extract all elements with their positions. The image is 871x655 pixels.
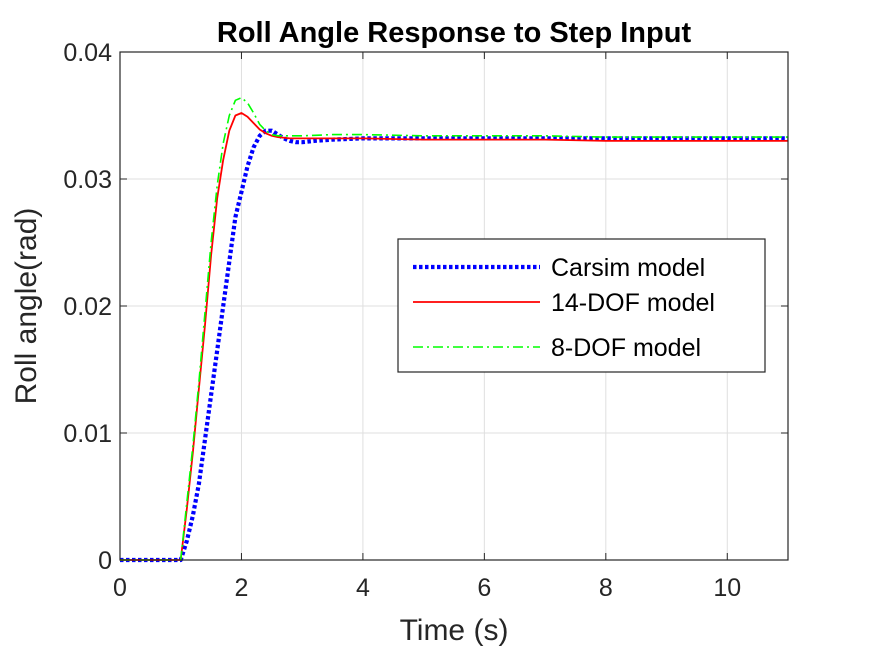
x-tick-label: 2 <box>235 574 249 602</box>
legend-label-1: Carsim model <box>551 254 705 282</box>
chart-title: Roll Angle Response to Step Input <box>217 17 692 49</box>
axis-ticks: 0 2 4 6 8 10 0 0.01 0.02 0.03 0.04 <box>63 39 788 602</box>
series-line-2 <box>120 112 788 561</box>
legend: Carsim model 14-DOF model 8-DOF model <box>397 238 766 373</box>
x-tick-label: 8 <box>599 574 613 602</box>
series-line-3 <box>120 96 788 561</box>
x-tick-label: 4 <box>356 574 370 602</box>
legend-label-2: 14-DOF model <box>551 289 715 317</box>
y-tick-label: 0.02 <box>63 293 112 321</box>
x-tick-label: 10 <box>713 574 741 602</box>
series-line-1 <box>120 128 788 563</box>
legend-label-3: 8-DOF model <box>551 334 701 362</box>
y-tick-label: 0.03 <box>63 166 112 194</box>
y-tick-label: 0 <box>98 547 112 575</box>
legend-box <box>397 238 766 373</box>
series-layer <box>120 96 788 563</box>
y-tick-label: 0.01 <box>63 420 112 448</box>
x-axis-label: Time (s) <box>400 614 509 647</box>
x-tick-label: 6 <box>477 574 491 602</box>
y-tick-label: 0.04 <box>63 39 112 67</box>
y-axis-label: Roll angle(rad) <box>10 208 43 405</box>
x-tick-label: 0 <box>113 574 127 602</box>
